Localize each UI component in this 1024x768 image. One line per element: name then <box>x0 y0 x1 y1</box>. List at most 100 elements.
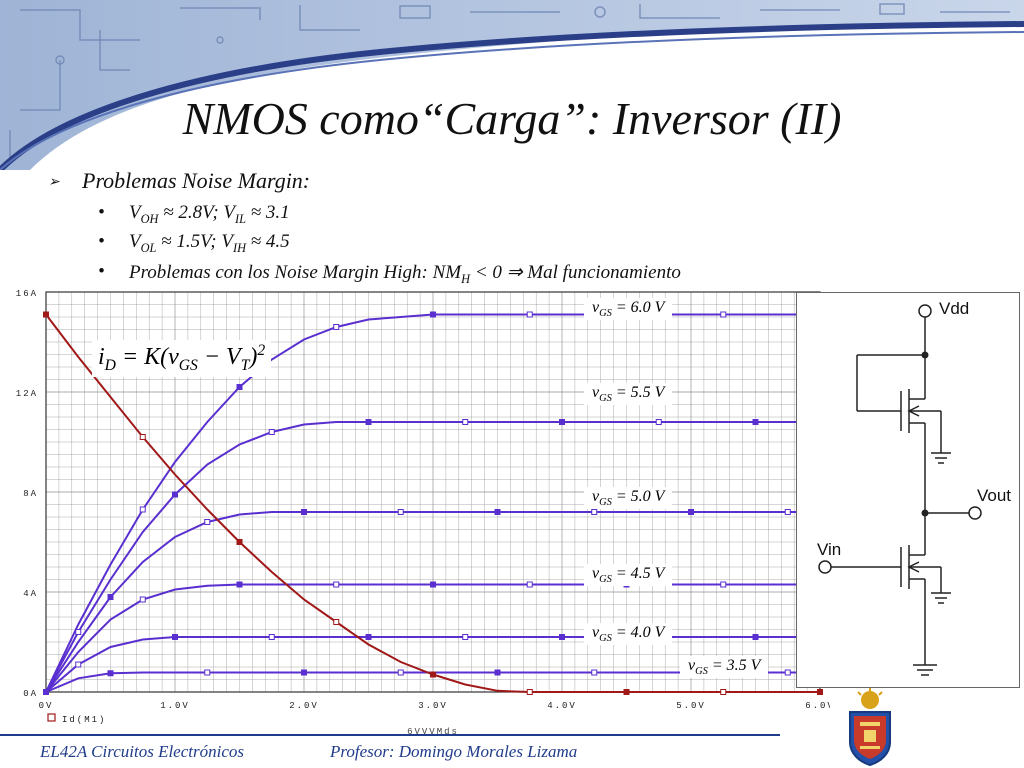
load-line-point <box>623 689 630 695</box>
vdd-terminal <box>918 304 932 318</box>
label-part: v <box>688 657 696 674</box>
footer-course: EL42A Circuitos Electrónicos <box>40 742 244 761</box>
label-part: v <box>592 384 600 401</box>
x-tick-label: 6.0V <box>805 701 830 711</box>
label-part: v <box>592 299 600 316</box>
y-tick-label: 0A <box>23 689 38 699</box>
x-axis-label: 6VVVMds <box>407 727 459 734</box>
crest-icon <box>849 688 891 766</box>
vgs-curve-point <box>397 669 404 676</box>
vdd-label: Vdd <box>939 299 969 318</box>
chart-legend: Id(M1) <box>47 713 106 725</box>
curve-label-4-5v: vGS = 4.5 V <box>584 564 673 587</box>
circuit-pattern-background <box>0 0 1024 170</box>
text-part: ≈ 4.5 <box>245 231 290 252</box>
load-line-point <box>526 689 533 695</box>
vout-terminal <box>968 506 982 520</box>
slide-footer: EL42A Circuitos Electrónicos Profesor: D… <box>0 734 1024 768</box>
vgs-curve-point <box>688 509 694 515</box>
sub-bullet-text: VOL ≈ 1.5V; VIH ≈ 4.5 <box>129 231 290 256</box>
load-line-point <box>236 539 243 545</box>
vgs-curve-point <box>75 661 82 668</box>
header-banner <box>0 0 1024 170</box>
vin-label: Vin <box>817 540 841 559</box>
vgs-curve-point <box>430 581 436 588</box>
vgs-curve-point <box>172 491 178 498</box>
label-subscript: GS <box>599 308 612 320</box>
curve-label-6-0v: vGS = 6.0 V <box>584 298 673 321</box>
sub-bullet-text: Problemas con los Noise Margin High: NMH… <box>129 261 681 287</box>
dot-bullet-icon: • <box>98 261 105 282</box>
text-part: ≈ 1.5V; V <box>156 231 233 252</box>
vgs-curve-point <box>365 634 372 640</box>
vgs-curve-point <box>236 581 243 588</box>
label-subscript: GS <box>695 666 708 678</box>
subscript: OL <box>140 240 157 255</box>
load-line-point <box>817 689 823 695</box>
vgs-curve-point <box>139 506 146 513</box>
chart-curves <box>43 311 823 695</box>
vgs-curve-point <box>365 419 372 425</box>
subscript: H <box>461 271 471 286</box>
load-line-point <box>720 689 727 695</box>
label-part: = 6.0 V <box>611 299 665 316</box>
dot-bullet-icon: • <box>98 231 105 252</box>
vgs-curve-point <box>204 669 211 676</box>
vgs-curve-point <box>591 669 598 676</box>
vgs-curve-point <box>462 634 469 640</box>
eq-part: − V <box>197 344 241 370</box>
subscript: IL <box>235 211 246 226</box>
text-part: < 0 ⇒ Mal funcionamiento <box>470 262 681 283</box>
text-part: V <box>129 202 141 223</box>
vgs-curve-point <box>784 669 791 676</box>
label-subscript: GS <box>599 633 612 645</box>
vgs-curve-point <box>75 629 82 635</box>
text-part: ≈ 2.8V; V <box>158 202 236 223</box>
label-part: v <box>592 624 600 641</box>
vgs-curve-point <box>784 509 791 515</box>
vgs-curve-point <box>397 509 404 515</box>
vgs-curve-point <box>268 634 275 640</box>
label-part: v <box>592 565 600 582</box>
legend-label: Id(M1) <box>62 715 106 725</box>
drain-current-equation: iD = K(vGS − VT)2 <box>92 340 272 377</box>
x-tick-label: 0V <box>39 701 54 711</box>
label-part: = 5.0 V <box>611 488 665 505</box>
vgs-curve-point <box>333 324 340 330</box>
text-part: V <box>129 231 141 252</box>
vgs-curve-point <box>462 419 469 425</box>
x-tick-label: 3.0V <box>418 701 448 711</box>
vgs-curve-point <box>752 419 759 425</box>
eq-part: ) <box>249 344 258 370</box>
eq-part: = K(v <box>115 344 179 370</box>
footer-professor: Profesor: Domingo Morales Lizama <box>330 742 578 761</box>
load-line-point <box>43 311 49 318</box>
label-part: = 4.5 V <box>611 565 665 582</box>
vgs-curve-point <box>655 419 662 425</box>
university-crest-logo <box>849 688 891 766</box>
curve-label-3-5v: vGS = 3.5 V <box>680 656 769 679</box>
label-part: = 5.5 V <box>611 384 665 401</box>
eq-subscript: GS <box>178 356 198 374</box>
vgs-curve-point <box>720 581 727 588</box>
x-tick-label: 5.0V <box>676 701 706 711</box>
y-tick-label: 8A <box>23 489 38 499</box>
label-part: = 4.0 V <box>611 624 665 641</box>
load-line-point <box>430 671 436 678</box>
vgs-curve-point <box>752 634 759 640</box>
curve-label-5-5v: vGS = 5.5 V <box>584 383 673 406</box>
eq-superscript: 2 <box>257 342 266 359</box>
label-subscript: GS <box>599 393 612 405</box>
x-tick-label: 1.0V <box>160 701 190 711</box>
dot-bullet-icon: • <box>98 202 105 223</box>
chart-tick-labels: 0V 1.0V 2.0V 3.0V 4.0V 5.0V 6.0V 0A 4A 8A 12A 16A 6V… <box>16 289 830 734</box>
vgs-curve-point <box>268 429 275 435</box>
subscript: IH <box>232 240 246 255</box>
x-tick-label: 4.0V <box>547 701 577 711</box>
vgs-curve-point <box>172 634 178 640</box>
vgs-curve-point <box>526 311 533 318</box>
vgs-curve-point <box>494 669 501 676</box>
vgs-curve-point <box>494 509 501 515</box>
vgs-curve-point <box>301 509 307 515</box>
vgs-curve-point <box>301 669 307 676</box>
